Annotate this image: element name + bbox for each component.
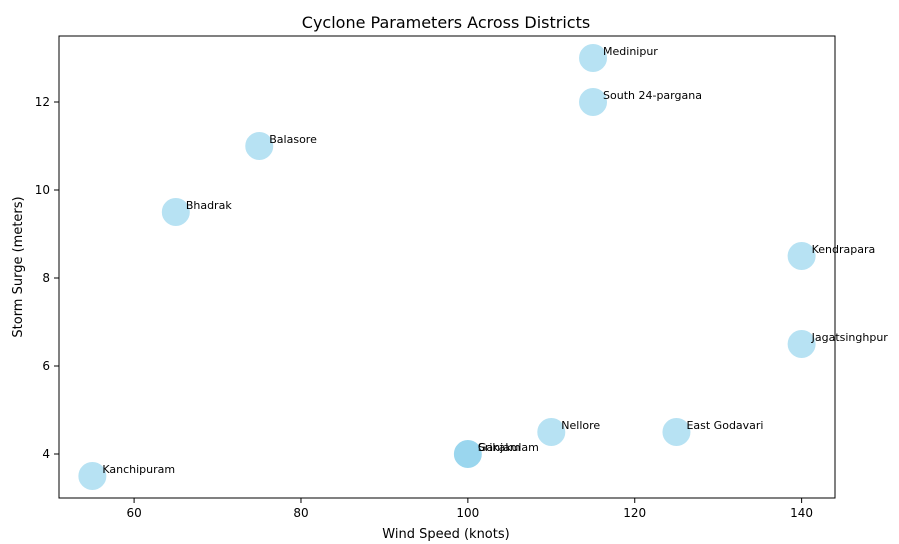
x-tick-label-4: 140: [790, 506, 813, 520]
data-point-1: [577, 86, 610, 118]
data-point-0: [577, 42, 610, 74]
x-tick-label-2: 100: [456, 506, 479, 520]
point-label-0: Medinipur: [603, 45, 658, 58]
point-label-7: East Godavari: [686, 419, 763, 432]
y-tick-label-0: 4: [42, 447, 50, 461]
point-label-5: Jagatsinghpur: [811, 331, 889, 344]
data-point-4: [785, 240, 818, 272]
point-label-4: Kendrapara: [812, 243, 876, 256]
y-tick-label-3: 10: [35, 183, 50, 197]
y-tick-label-1: 6: [42, 359, 50, 373]
x-tick-label-0: 60: [126, 506, 141, 520]
x-axis-label: Wind Speed (knots): [382, 527, 509, 542]
data-point-7: [660, 416, 693, 448]
point-label-2: Balasore: [269, 133, 317, 146]
ticks-layer: 60 80 100 120 140 4 6 8 10 12: [35, 95, 813, 520]
point-label-6: Nellore: [561, 419, 600, 432]
point-label-8: Ganjam: [478, 441, 521, 454]
y-axis-label: Storm Surge (meters): [11, 196, 26, 337]
data-point-2: [243, 130, 276, 162]
point-label-1: South 24-pargana: [603, 89, 702, 102]
plot-frame: [58, 35, 836, 499]
data-point-5: [785, 328, 818, 360]
data-point-6: [535, 416, 568, 448]
point-label-3: Bhadrak: [186, 199, 233, 212]
x-tick-label-3: 120: [623, 506, 646, 520]
point-label-10: Kanchipuram: [102, 463, 175, 476]
data-point-10: [76, 460, 109, 492]
y-tick-label-4: 12: [35, 95, 50, 109]
points-layer: Medinipur South 24-pargana Balasore Bhadrak…: [76, 42, 889, 492]
point-label-9: Srikakulam: [478, 441, 539, 454]
data-point-9: [451, 438, 484, 470]
chart-title: Cyclone Parameters Across Districts: [302, 13, 590, 32]
x-tick-label-1: 80: [293, 506, 308, 520]
y-tick-label-2: 8: [42, 271, 50, 285]
data-point-3: [159, 196, 192, 228]
